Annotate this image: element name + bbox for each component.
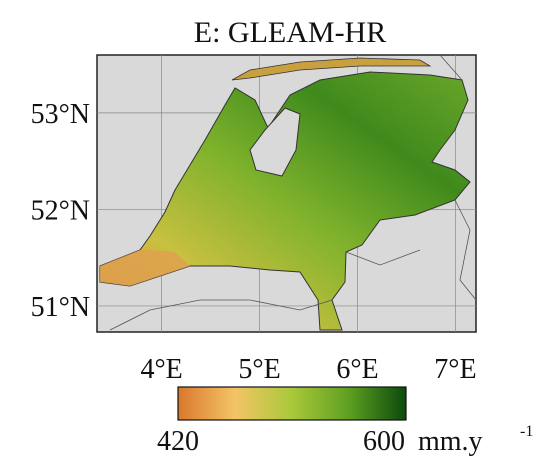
lat-tick-label: 52°N: [31, 195, 90, 226]
borders: [109, 54, 477, 331]
lat-tick-label: 51°N: [31, 292, 90, 323]
lat-tick-label: 53°N: [31, 99, 90, 130]
lon-tick-label: 7°E: [434, 354, 476, 385]
map-title: E: GLEAM-HR: [194, 16, 386, 49]
lon-tick-label: 6°E: [336, 354, 378, 385]
wadden-islands: [231, 57, 432, 81]
lon-tick-label: 4°E: [140, 354, 182, 385]
colorbar-min-label: 420: [157, 426, 199, 457]
colorbar-max-label: 600: [363, 426, 405, 457]
colorbar-unit: mm.y: [418, 426, 483, 457]
colorbar-labels: 420 600 mm.y -1: [157, 423, 533, 457]
map-frame: [96, 54, 477, 333]
axis-labels: 4°E 5°E 6°E 7°E 53°N 52°N 51°N: [31, 99, 477, 385]
colorbar-unit-exponent: -1: [520, 423, 533, 440]
lon-tick-label: 5°E: [238, 354, 280, 385]
colorbar: [177, 386, 407, 421]
zeeland-land: [100, 250, 190, 286]
ijsselmeer: [249, 107, 301, 177]
